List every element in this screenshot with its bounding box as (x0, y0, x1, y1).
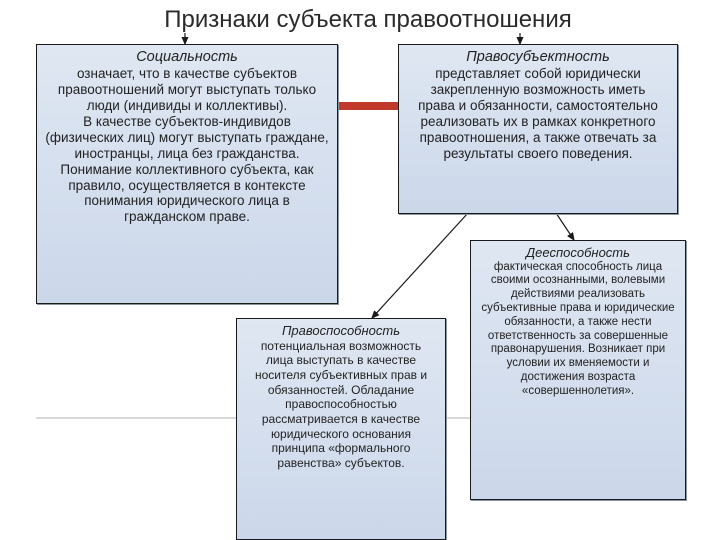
diagram-stage: Признаки субъекта правоотношения Социаль… (0, 0, 720, 540)
body-capacity: потенциальная возможность лица выступать… (243, 339, 439, 471)
diagram-title: Признаки субъекта правоотношения (78, 6, 658, 34)
box-social: Социальность означает, что в качестве су… (36, 44, 338, 304)
term-subjectness: Правосубъектность (405, 49, 671, 66)
body-ability: фактическая способность лица своими осоз… (477, 261, 679, 399)
body-subjectness: представляет собой юридически закрепленн… (405, 66, 671, 162)
term-social: Социальность (43, 49, 331, 66)
box-subjectness: Правосубъектность представляет собой юри… (398, 44, 678, 214)
term-ability: Дееспособность (477, 245, 679, 261)
box-ability: Дееспособность фактическая способность л… (470, 240, 686, 500)
body-social: означает, что в качестве субъектов право… (43, 66, 331, 225)
box-capacity: Правоспособность потенциальная возможнос… (236, 318, 446, 540)
term-capacity: Правоспособность (243, 323, 439, 339)
